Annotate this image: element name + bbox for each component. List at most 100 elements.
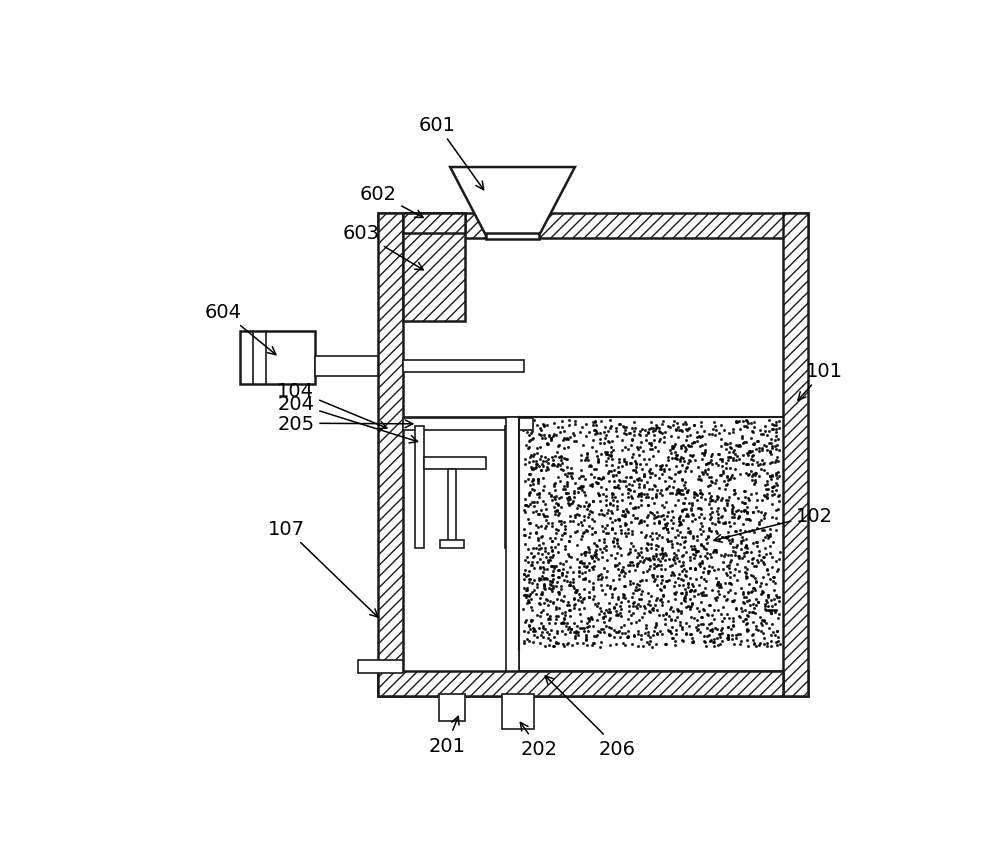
Point bbox=[521, 576, 537, 590]
Point bbox=[708, 525, 724, 538]
Point bbox=[540, 556, 556, 569]
Point bbox=[559, 461, 575, 475]
Point bbox=[674, 424, 690, 438]
Point bbox=[561, 414, 577, 428]
Point bbox=[709, 579, 725, 592]
Point bbox=[586, 537, 602, 550]
Point bbox=[593, 623, 609, 636]
Point bbox=[641, 594, 657, 607]
Point bbox=[562, 579, 578, 592]
Point bbox=[640, 628, 656, 642]
Point bbox=[524, 496, 540, 509]
Point bbox=[545, 573, 561, 586]
Point bbox=[548, 610, 564, 624]
Point bbox=[744, 424, 760, 438]
Point bbox=[735, 587, 751, 601]
Point bbox=[558, 619, 574, 632]
Point bbox=[578, 496, 594, 509]
Point bbox=[735, 518, 751, 532]
Point bbox=[539, 460, 555, 474]
Point bbox=[648, 594, 664, 607]
Point bbox=[716, 611, 732, 625]
Point bbox=[623, 608, 639, 622]
Point bbox=[607, 527, 623, 540]
Point bbox=[600, 435, 616, 449]
Point bbox=[536, 578, 552, 591]
Point bbox=[664, 620, 680, 634]
Point bbox=[550, 421, 566, 435]
Point bbox=[553, 518, 569, 532]
Point bbox=[519, 416, 535, 429]
Point bbox=[618, 421, 634, 435]
Point bbox=[544, 544, 560, 558]
Point bbox=[547, 484, 563, 498]
Point bbox=[594, 507, 610, 521]
Point bbox=[684, 631, 700, 645]
Point bbox=[565, 579, 581, 593]
Point bbox=[698, 458, 714, 471]
Point bbox=[524, 556, 540, 569]
Point bbox=[545, 430, 561, 444]
Point bbox=[685, 548, 701, 561]
Point bbox=[587, 415, 603, 429]
Point bbox=[665, 631, 681, 645]
Point bbox=[654, 628, 670, 642]
Point bbox=[604, 590, 620, 604]
Point bbox=[625, 463, 641, 477]
Point bbox=[635, 445, 651, 458]
Point bbox=[700, 456, 716, 469]
Point bbox=[521, 619, 537, 632]
Point bbox=[725, 619, 741, 633]
Point bbox=[640, 499, 656, 513]
Point bbox=[577, 545, 593, 559]
Point bbox=[670, 572, 686, 585]
Point bbox=[602, 605, 618, 619]
Point bbox=[613, 527, 629, 540]
Point bbox=[665, 552, 681, 566]
Point bbox=[691, 469, 707, 483]
Point bbox=[652, 555, 668, 568]
Point bbox=[584, 522, 600, 536]
Point bbox=[546, 561, 562, 575]
Point bbox=[738, 414, 754, 428]
Point bbox=[756, 613, 772, 627]
Point bbox=[516, 573, 532, 586]
Point bbox=[559, 637, 575, 651]
Point bbox=[518, 439, 534, 452]
Point bbox=[534, 530, 550, 544]
Point bbox=[523, 613, 539, 627]
Point bbox=[604, 490, 620, 504]
Point bbox=[667, 498, 683, 512]
Point bbox=[688, 545, 704, 559]
Point bbox=[710, 508, 726, 521]
Point bbox=[559, 452, 575, 466]
Point bbox=[669, 610, 685, 624]
Point bbox=[608, 597, 624, 611]
Point bbox=[584, 561, 600, 574]
Point bbox=[661, 480, 677, 493]
Point bbox=[638, 551, 654, 565]
Point bbox=[673, 488, 689, 502]
Point bbox=[588, 419, 604, 433]
Point bbox=[620, 548, 636, 561]
Point bbox=[605, 487, 621, 501]
Point bbox=[726, 516, 742, 530]
Point bbox=[535, 483, 551, 497]
Point bbox=[749, 435, 765, 448]
Point bbox=[739, 545, 755, 559]
Point bbox=[521, 516, 537, 530]
Point bbox=[758, 483, 774, 497]
Point bbox=[708, 474, 724, 487]
Point bbox=[553, 594, 569, 607]
Point bbox=[728, 540, 744, 554]
Point bbox=[769, 638, 785, 652]
Point bbox=[653, 463, 669, 476]
Point bbox=[728, 602, 744, 615]
Point bbox=[670, 431, 686, 445]
Point bbox=[530, 533, 546, 547]
Point bbox=[743, 453, 759, 467]
Point bbox=[754, 441, 770, 455]
Point bbox=[695, 585, 711, 599]
Point bbox=[565, 573, 581, 586]
Point bbox=[545, 549, 561, 562]
